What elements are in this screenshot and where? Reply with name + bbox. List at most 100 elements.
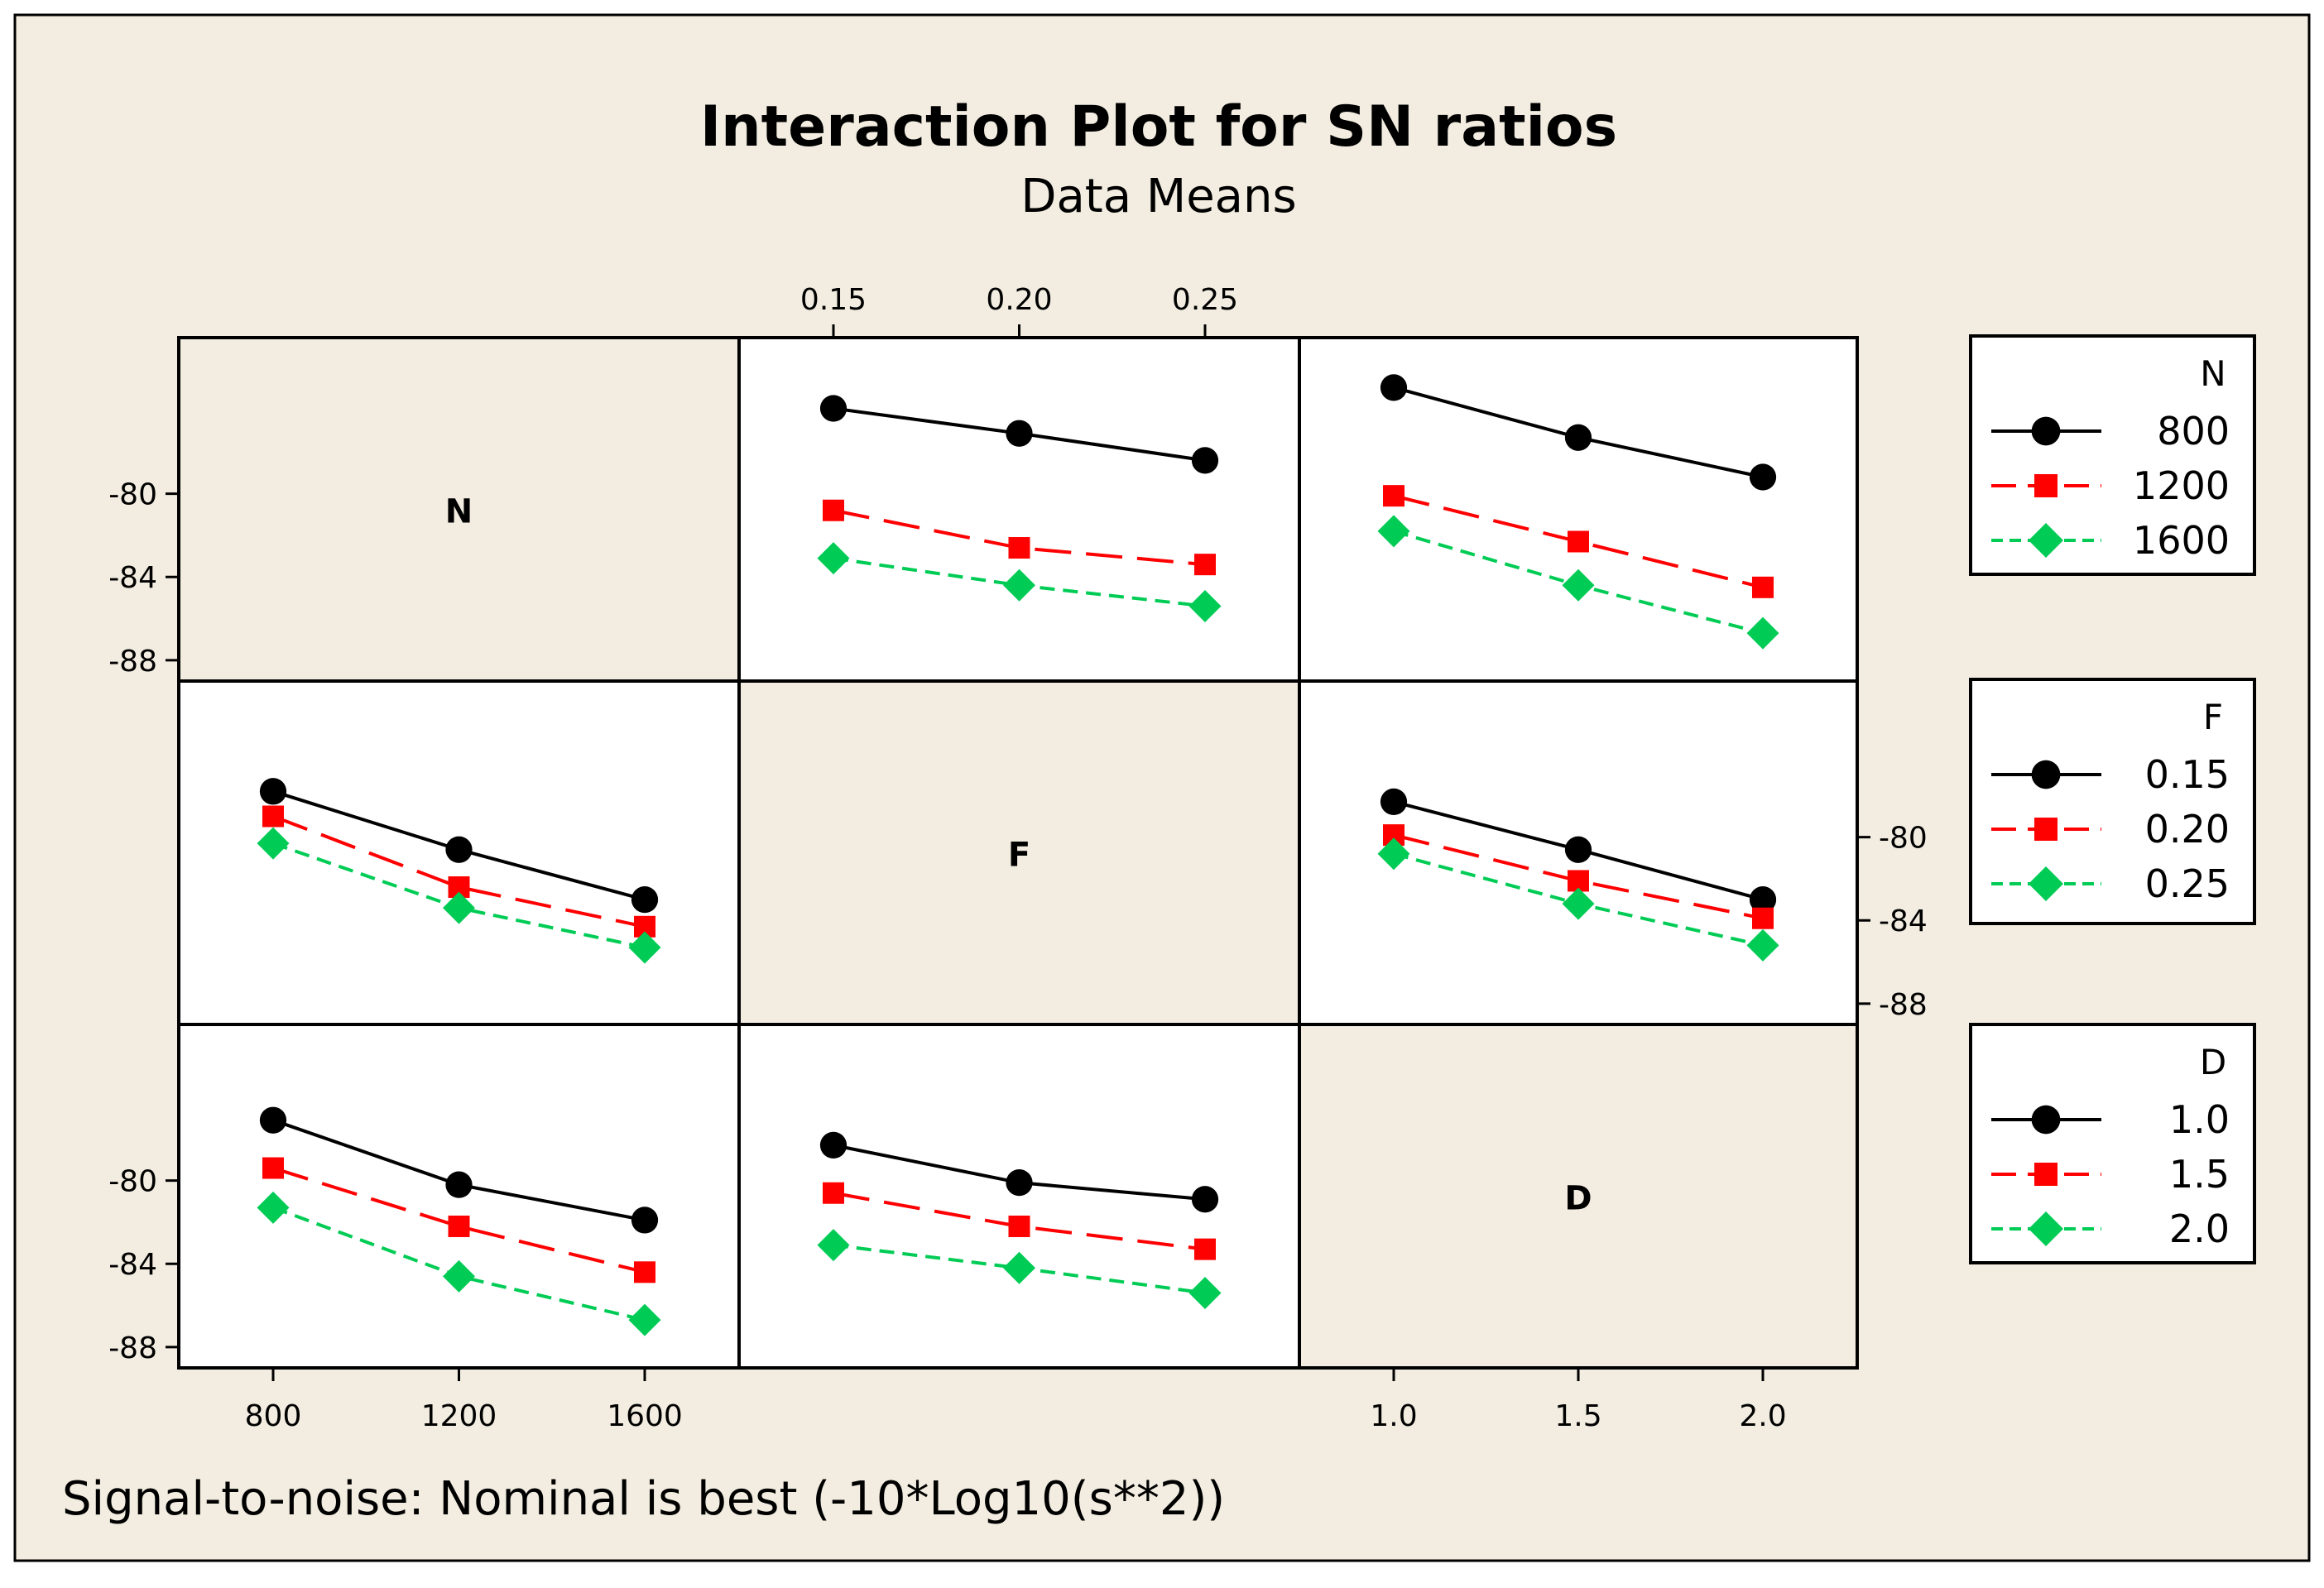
factor-label-N: N: [445, 493, 473, 531]
legend-box: [1969, 1023, 2256, 1264]
data-point-N-1600-0: [817, 542, 850, 575]
legend-entry-label: 1.0: [2169, 1097, 2230, 1142]
panel-r0-c2: [1377, 374, 1779, 650]
panel-r1-c0: [257, 778, 661, 964]
data-point-N-1200-2: [1194, 554, 1216, 576]
series-line-F-0.20: [272, 814, 646, 928]
legend-entry-label: 0.20: [2145, 807, 2230, 852]
chart-title: Interaction Plot for SN ratios: [700, 94, 1617, 160]
data-point-N-1200-0: [823, 499, 844, 521]
legend-title: D: [2200, 1042, 2226, 1082]
x-tick-label: 2.0: [1739, 1399, 1786, 1433]
data-point-N-800-2: [1191, 447, 1219, 474]
legend-entry-label: 0.15: [2145, 752, 2230, 797]
data-point-D-1.5-0: [823, 1182, 844, 1204]
data-point-D-1.5-2: [1194, 1238, 1216, 1260]
legend-marker: [2031, 1105, 2061, 1135]
factor-label-cell-D: [1298, 1023, 1859, 1370]
data-point-D-2.0-0: [817, 1229, 850, 1262]
data-point-N-1200-2: [1752, 576, 1774, 598]
legend-marker: [2029, 1211, 2063, 1246]
x-tick-label: 0.15: [800, 283, 867, 317]
data-point-D-1.0-1: [445, 1171, 473, 1198]
data-point-N-1200-0: [1383, 485, 1404, 507]
data-point-F-0.25-1: [443, 891, 475, 924]
data-point-N-800-0: [1380, 374, 1408, 401]
data-point-D-1.0-2: [1191, 1186, 1219, 1213]
data-point-F-0.15-0: [1380, 788, 1408, 815]
x-tick-label: 1600: [607, 1399, 683, 1433]
factor-label-F: F: [1008, 837, 1030, 875]
data-point-D-2.0-2: [1188, 1276, 1222, 1309]
data-point-F-0.25-2: [628, 931, 661, 964]
y-tick-label: -84: [108, 1248, 157, 1282]
data-point-N-1200-1: [1008, 537, 1030, 559]
panel-r2-c0: [257, 1106, 661, 1336]
data-point-N-1600-1: [1003, 569, 1035, 602]
data-point-D-2.0-2: [628, 1303, 661, 1336]
legend-marker: [2031, 760, 2061, 789]
chart-footnote: Signal-to-noise: Nominal is best (-10*Lo…: [62, 1472, 1225, 1526]
y-tick-label: -88: [1879, 988, 1928, 1022]
x-tick-label: 800: [245, 1399, 302, 1433]
y-tick-label: -80: [108, 478, 157, 512]
data-point-F-0.15-2: [631, 885, 659, 914]
data-point-F-0.25-1: [1562, 887, 1595, 920]
data-point-N-1600-2: [1188, 589, 1222, 622]
data-point-D-1.0-0: [259, 1106, 287, 1134]
x-tick-label: 0.20: [986, 283, 1052, 317]
x-tick-label: 0.25: [1172, 283, 1238, 317]
y-tick-label: -88: [108, 645, 157, 679]
data-point-F-0.25-0: [257, 827, 290, 860]
data-point-F-0.25-0: [1377, 837, 1410, 871]
data-point-F-0.15-1: [445, 836, 473, 863]
y-tick-label: -80: [108, 1165, 157, 1199]
data-point-N-1200-1: [1568, 530, 1589, 553]
legend-D: D 1.0 1.5 2.0: [1969, 1023, 2256, 1264]
factor-label-D: D: [1564, 1180, 1592, 1218]
panel-r0-c1: [817, 395, 1222, 622]
data-point-F-0.25-2: [1746, 928, 1779, 962]
legend-entry-label: 0.25: [2145, 861, 2230, 906]
y-tick-label: -80: [1879, 822, 1928, 856]
data-point-N-800-1: [1006, 420, 1033, 447]
data-point-N-1600-0: [1377, 515, 1410, 548]
legend-box: [1969, 334, 2256, 576]
legend-marker: [2029, 866, 2063, 901]
data-point-N-1600-2: [1746, 616, 1779, 650]
data-point-F-0.20-0: [262, 805, 284, 828]
legend-F: F 0.15 0.20 0.25: [1969, 678, 2256, 925]
series-line-D-1.5: [272, 1166, 646, 1274]
panel-r2-c1: [817, 1131, 1222, 1309]
legend-entry-label: 800: [2157, 409, 2230, 453]
legend-N: N 800 1200 1600: [1969, 334, 2256, 576]
legend-entry-label: 2.0: [2169, 1207, 2230, 1251]
data-point-N-800-0: [819, 395, 847, 422]
data-point-D-1.0-1: [1006, 1169, 1033, 1197]
y-tick-label: -84: [1879, 904, 1928, 938]
data-point-D-1.5-1: [1008, 1215, 1030, 1237]
data-point-N-800-2: [1749, 463, 1777, 491]
legend-marker: [2034, 1163, 2058, 1186]
factor-label-cell-N: [177, 336, 741, 683]
data-point-D-1.5-0: [262, 1157, 284, 1179]
legend-entry-label: 1600: [2133, 518, 2230, 563]
data-point-D-2.0-0: [257, 1191, 290, 1224]
data-point-F-0.15-0: [259, 778, 287, 805]
x-tick-label: 1.0: [1370, 1399, 1417, 1433]
legend-marker: [2031, 416, 2061, 446]
legend-entry-label: 1.5: [2169, 1152, 2230, 1197]
y-tick-label: -88: [108, 1331, 157, 1365]
chart-subtitle: Data Means: [1020, 170, 1296, 223]
x-tick-label: 1200: [421, 1399, 497, 1433]
legend-marker: [2034, 474, 2058, 497]
legend-entry-label: 1200: [2133, 463, 2230, 508]
data-point-D-1.0-0: [819, 1131, 847, 1159]
legend-marker: [2029, 523, 2063, 558]
data-point-D-1.5-2: [634, 1261, 655, 1283]
data-point-N-800-1: [1564, 424, 1592, 451]
data-point-F-0.20-2: [1752, 907, 1774, 929]
data-point-D-2.0-1: [1003, 1251, 1035, 1284]
data-point-D-1.0-2: [631, 1207, 659, 1234]
